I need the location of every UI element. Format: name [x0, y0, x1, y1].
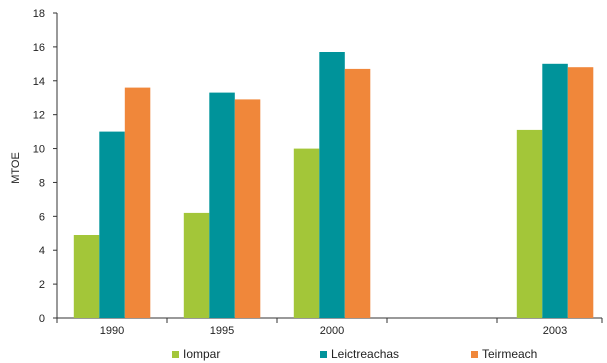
legend-swatch-leictreachas	[320, 351, 327, 358]
bar-teirmeach-2003	[567, 67, 594, 318]
bars	[73, 52, 594, 319]
legend-label-leictreachas: Leictreachas	[331, 347, 399, 361]
x-tick-label: 2000	[320, 325, 344, 337]
legend-swatch-teirmeach	[471, 351, 478, 358]
x-axis: 1990 1995 2000 2003	[56, 317, 603, 337]
x-tick-label: 1990	[100, 325, 124, 337]
y-tick-label: 18	[33, 8, 45, 20]
bar-teirmeach-2000	[344, 68, 371, 319]
y-axis-title: MTOE	[10, 152, 22, 184]
legend: Iompar Leictreachas Teirmeach	[172, 347, 537, 361]
bar-leictreachas-2000	[319, 52, 345, 318]
bar-leictreachas-2003	[542, 63, 568, 318]
legend-swatch-iompar	[172, 351, 179, 358]
bar-leictreachas-1995	[209, 92, 235, 318]
y-tick-label: 6	[39, 211, 45, 223]
bar-teirmeach-1995	[234, 99, 261, 319]
y-tick-label: 16	[33, 42, 45, 54]
legend-label-teirmeach: Teirmeach	[482, 347, 537, 361]
bar-iompar-1990	[73, 235, 100, 318]
y-tick-label: 8	[39, 177, 45, 189]
y-tick-label: 4	[39, 245, 45, 257]
y-tick-label: 0	[39, 313, 45, 325]
x-tick-label: 1995	[210, 325, 234, 337]
x-tick-label: 2003	[543, 325, 567, 337]
y-axis: 0 2 4 6 8 10 12 14 16 18	[33, 8, 58, 325]
bar-leictreachas-1990	[99, 131, 125, 318]
legend-label-iompar: Iompar	[183, 347, 220, 361]
bar-iompar-1995	[183, 212, 210, 318]
bar-teirmeach-1990	[124, 87, 151, 318]
y-tick-label: 10	[33, 144, 45, 156]
y-tick-label: 2	[39, 279, 45, 291]
y-tick-label: 14	[33, 76, 45, 88]
y-tick-label: 12	[33, 110, 45, 122]
bar-iompar-2000	[293, 148, 320, 318]
bar-iompar-2003	[516, 129, 543, 318]
